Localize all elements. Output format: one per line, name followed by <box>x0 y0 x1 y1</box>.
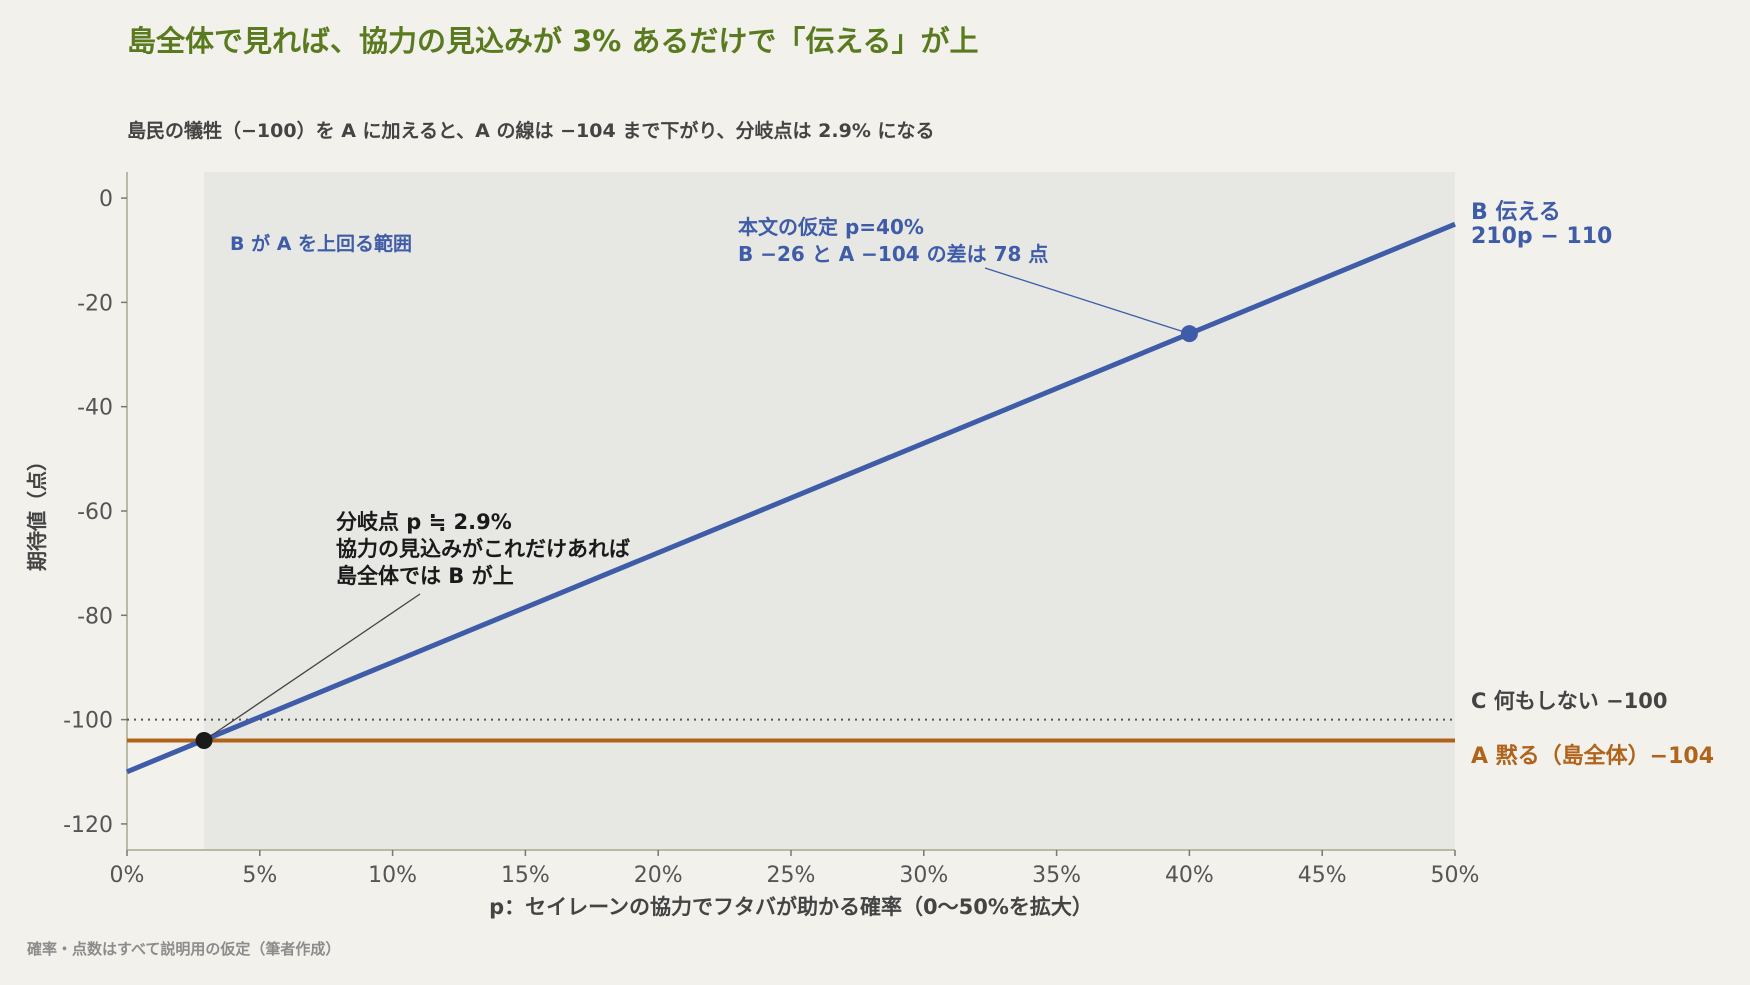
y-tick-label: -20 <box>77 291 113 316</box>
x-tick-label: 20% <box>634 863 683 888</box>
shaded-region <box>204 172 1455 850</box>
chart-title: 島全体で見れば、協力の見込みが 3% あるだけで「伝える」が上 <box>127 24 979 58</box>
assumption-point <box>1180 325 1198 343</box>
series-a-label: A 黙る（島全体）−104 <box>1471 743 1714 769</box>
x-tick-label: 50% <box>1431 863 1480 888</box>
x-tick-label: 10% <box>368 863 417 888</box>
y-tick-label: -100 <box>63 709 113 734</box>
y-tick-label: 0 <box>99 187 113 212</box>
chart-subtitle: 島民の犠牲（−100）を A に加えると、A の線は −104 まで下がり、分岐… <box>127 120 935 142</box>
assumption-annotation-line2: B −26 と A −104 の差は 78 点 <box>738 242 1048 266</box>
x-tick-label: 0% <box>110 863 145 888</box>
series-b-formula: 210p − 110 <box>1471 224 1612 249</box>
y-axis-label: 期待値（点） <box>25 451 49 571</box>
x-tick-label: 5% <box>242 863 277 888</box>
shaded-region-label: B が A を上回る範囲 <box>230 232 412 255</box>
series-b-label: B 伝える <box>1471 200 1561 225</box>
x-tick-label: 15% <box>501 863 550 888</box>
series-b-line <box>126 221 1456 775</box>
x-tick-label: 25% <box>767 863 816 888</box>
breakeven-point <box>195 731 213 749</box>
assumption-annotation-line1: 本文の仮定 p=40% <box>738 215 924 239</box>
y-tick-label: -120 <box>63 813 113 838</box>
x-tick-label: 35% <box>1032 863 1081 888</box>
assumption-leader-line <box>984 267 1190 335</box>
x-tick-label: 45% <box>1298 863 1347 888</box>
footnote: 確率・点数はすべて説明用の仮定（筆者作成） <box>27 940 341 958</box>
x-tick-label: 40% <box>1165 863 1214 888</box>
y-tick-label: -40 <box>77 396 113 421</box>
breakeven-annotation-line1: 分岐点 p ≒ 2.9% <box>336 510 512 534</box>
breakeven-annotation-line3: 島全体では B が上 <box>336 564 514 588</box>
breakeven-annotation-line2: 協力の見込みがこれだけあれば <box>336 537 630 561</box>
x-tick-label: 30% <box>899 863 948 888</box>
x-axis-label: p：セイレーンの協力でフタバが助かる確率（0〜50%を拡大） <box>489 895 1093 919</box>
y-tick-label: -60 <box>77 500 113 525</box>
breakeven-leader-line <box>203 593 421 742</box>
y-tick-label: -80 <box>77 604 113 629</box>
series-c-label: C 何もしない −100 <box>1471 689 1667 713</box>
